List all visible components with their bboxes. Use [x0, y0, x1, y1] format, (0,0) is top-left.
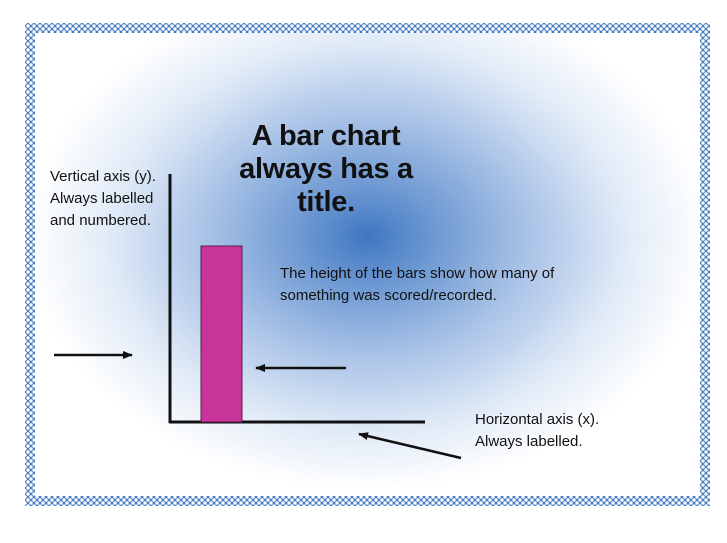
arrow-to-x-axis: [358, 432, 462, 460]
horizontal-axis-note: Horizontal axis (x). Always labelled.: [475, 411, 600, 450]
gradient-background: [35, 33, 700, 496]
dotted-border-frame: [25, 23, 710, 506]
vertical-axis-note: Vertical axis (y). Always labelled and n…: [50, 168, 156, 229]
chart-title-callout: A bar chart always has a title.: [239, 120, 413, 218]
example-bar: [200, 245, 243, 423]
bar-height-note: The height of the bars show how many of …: [280, 265, 555, 304]
